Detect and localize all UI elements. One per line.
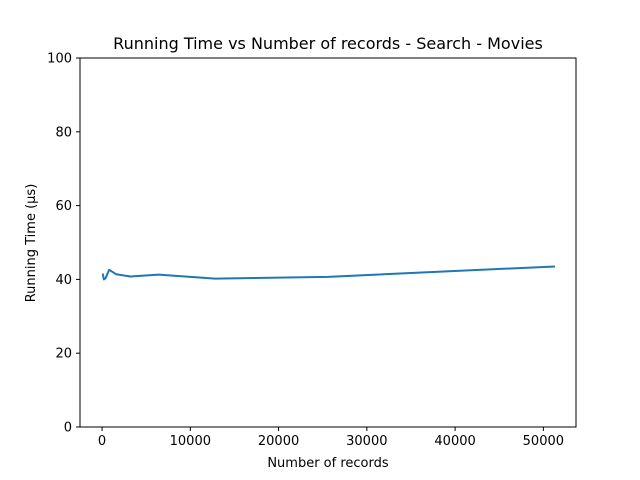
x-tick-label: 20000	[258, 434, 299, 449]
y-axis-label: Running Time (μs)	[24, 184, 39, 303]
x-tick-label: 0	[98, 434, 106, 449]
x-axis-label: Number of records	[267, 456, 389, 471]
x-tick-label: 40000	[434, 434, 475, 449]
chart-title: Running Time vs Number of records - Sear…	[113, 34, 543, 53]
y-tick-label: 20	[55, 347, 72, 362]
y-tick-label: 0	[64, 421, 72, 436]
x-tick-label: 10000	[170, 434, 211, 449]
x-tick-label: 30000	[346, 434, 387, 449]
y-tick-label: 80	[55, 125, 72, 140]
series-line-0	[101, 265, 555, 281]
y-tick-label: 40	[55, 273, 72, 288]
axes-frame	[79, 57, 577, 428]
plot-area: 0 10000 20000 30000 40000 50000 0 20 40 60 80 100	[47, 52, 577, 449]
y-tick-label: 60	[55, 199, 72, 214]
x-tick-label: 50000	[523, 434, 564, 449]
y-tick-label: 100	[47, 52, 72, 67]
